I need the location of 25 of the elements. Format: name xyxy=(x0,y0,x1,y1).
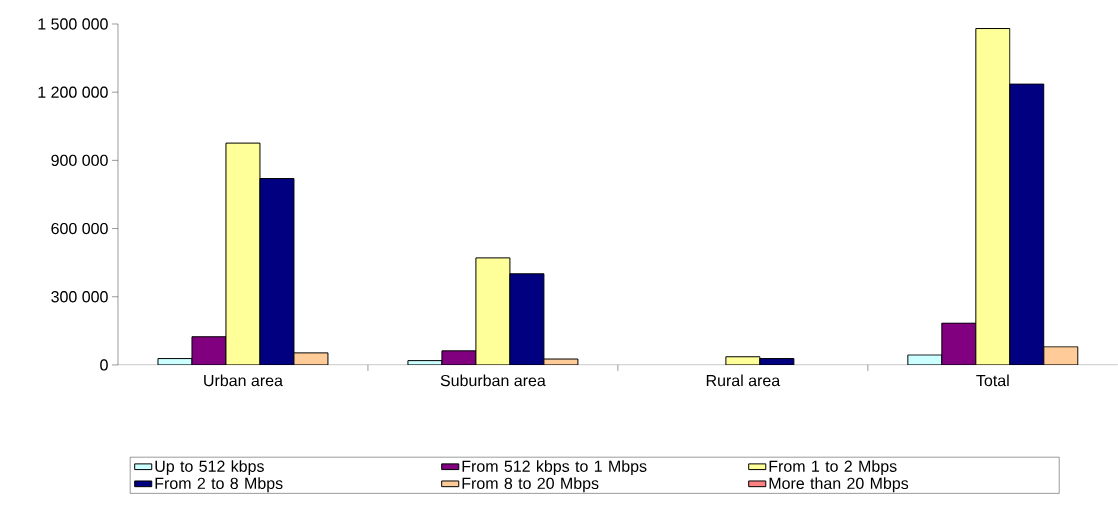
bar xyxy=(941,322,977,365)
x-tick-label: Urban area xyxy=(204,374,283,387)
legend-label: From 512 kbps to 1 Mbps xyxy=(462,460,647,476)
y-tick-label: 300 000 xyxy=(51,291,108,303)
y-tick-label: 900 000 xyxy=(51,154,108,167)
bar xyxy=(259,178,295,365)
legend-label: From 1 to 2 Mbps xyxy=(769,460,897,476)
y-tick-label: 1 500 000 xyxy=(38,18,108,30)
x-tick-label: Rural area xyxy=(706,374,781,387)
bar xyxy=(1043,346,1079,365)
legend-label: More than 20 Mbps xyxy=(769,477,909,493)
legend-label: From 2 to 8 Mbps xyxy=(155,477,283,493)
x-tick-label: Suburban area xyxy=(440,374,546,387)
y-tick-label: 1 200 000 xyxy=(38,86,108,98)
y-tick-label: 600 000 xyxy=(51,222,108,235)
bar xyxy=(975,28,1011,365)
bar xyxy=(509,273,545,365)
bar xyxy=(475,257,511,365)
legend-label: From 8 to 20 Mbps xyxy=(462,477,599,493)
x-tick-label: Total xyxy=(976,374,1009,387)
bar xyxy=(1009,83,1045,365)
bar xyxy=(191,336,227,365)
legend-label: Up to 512 kbps xyxy=(155,460,264,476)
y-tick-label: 0 xyxy=(100,359,108,371)
bar xyxy=(225,142,261,365)
